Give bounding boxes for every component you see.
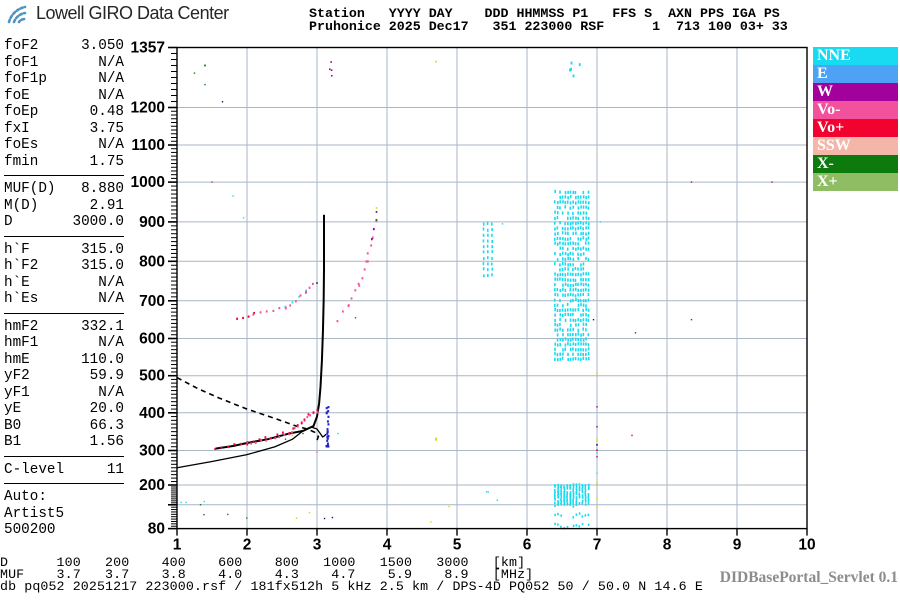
svg-text:1200: 1200: [131, 100, 165, 117]
svg-text:200: 200: [139, 477, 165, 494]
svg-text:900: 900: [139, 214, 165, 231]
svg-text:6: 6: [523, 537, 532, 554]
svg-text:600: 600: [139, 331, 165, 348]
svg-text:300: 300: [139, 443, 165, 460]
svg-text:4: 4: [383, 537, 392, 554]
svg-text:10: 10: [798, 537, 815, 554]
svg-text:80: 80: [148, 521, 165, 538]
svg-text:1100: 1100: [131, 137, 165, 154]
svg-text:1000: 1000: [131, 174, 165, 191]
svg-text:400: 400: [139, 405, 165, 422]
svg-text:5: 5: [453, 537, 462, 554]
svg-text:1357: 1357: [131, 40, 165, 57]
svg-text:3: 3: [313, 537, 322, 554]
svg-text:800: 800: [139, 253, 165, 270]
svg-text:9: 9: [733, 537, 742, 554]
svg-text:8: 8: [663, 537, 672, 554]
svg-text:7: 7: [593, 537, 602, 554]
svg-text:1: 1: [173, 537, 182, 554]
svg-text:700: 700: [139, 293, 165, 310]
svg-text:2: 2: [243, 537, 252, 554]
svg-text:500: 500: [139, 368, 165, 385]
